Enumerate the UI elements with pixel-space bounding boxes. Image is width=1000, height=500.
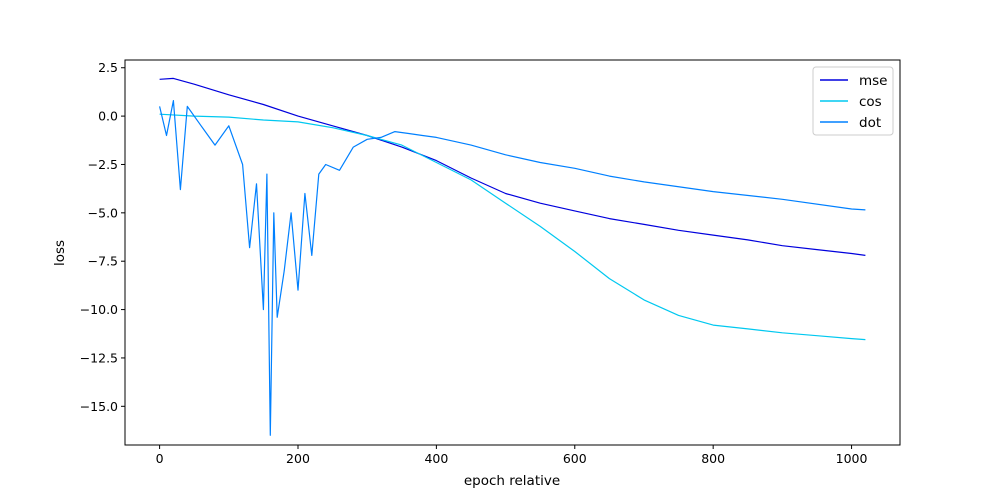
y-tick-label: −7.5 bbox=[88, 254, 118, 269]
x-tick-label: 600 bbox=[563, 451, 587, 466]
y-tick-label: −12.5 bbox=[80, 350, 118, 365]
legend: mse cos dot bbox=[812, 66, 894, 136]
y-tick-label: 0.0 bbox=[98, 109, 118, 124]
series-line-mse bbox=[159, 77, 866, 256]
x-tick-label: 1000 bbox=[836, 451, 868, 466]
plot-area bbox=[125, 60, 900, 445]
y-axis-label: loss bbox=[52, 240, 68, 266]
x-tick-label: 200 bbox=[286, 451, 310, 466]
series-layer bbox=[159, 77, 866, 436]
legend-label-mse: mse bbox=[859, 73, 888, 89]
series-line-dot bbox=[159, 99, 866, 436]
legend-label-dot: dot bbox=[859, 115, 881, 131]
y-axis: 2.5 0.0 −2.5 −5.0 −7.5 −10.0 −12.5 −15.0 bbox=[80, 60, 125, 414]
x-axis: 0 200 400 600 800 1000 bbox=[156, 445, 868, 466]
x-tick-label: 800 bbox=[701, 451, 725, 466]
y-tick-label: −15.0 bbox=[80, 399, 118, 414]
x-tick-label: 400 bbox=[424, 451, 448, 466]
legend-box bbox=[812, 66, 894, 136]
x-axis-label: epoch relative bbox=[464, 473, 560, 489]
x-tick-label: 0 bbox=[156, 451, 164, 466]
y-tick-label: −2.5 bbox=[88, 157, 118, 172]
y-tick-label: −10.0 bbox=[80, 302, 118, 317]
plot-frame bbox=[124, 59, 901, 446]
y-tick-label: 2.5 bbox=[98, 60, 118, 75]
y-tick-label: −5.0 bbox=[88, 205, 118, 220]
legend-label-cos: cos bbox=[859, 94, 882, 110]
series-line-cos bbox=[159, 113, 866, 341]
